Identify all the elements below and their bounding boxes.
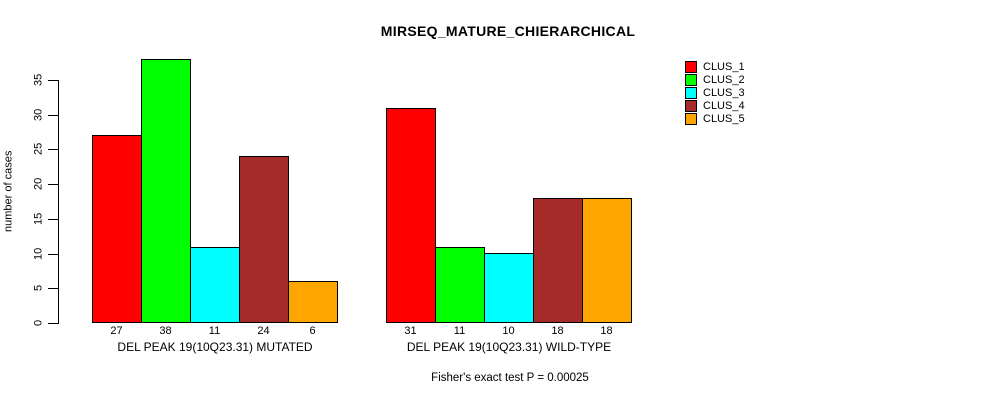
legend-item-clus_3: CLUS_3 <box>685 86 745 100</box>
chart-title: MIRSEQ_MATURE_CHIERARCHICAL <box>380 23 636 39</box>
y-axis-tick-label-15: 15 <box>32 212 45 226</box>
y-axis-line <box>58 80 59 324</box>
y-axis-tick-label-25: 25 <box>32 142 45 156</box>
legend-swatch-clus_1 <box>685 61 697 74</box>
bar-value-label-clus_1-group2: 31 <box>404 325 417 337</box>
legend-label-clus_1: CLUS_1 <box>703 61 745 74</box>
y-axis-tick-5 <box>48 288 58 289</box>
y-axis-tick-15 <box>48 219 58 220</box>
bar-value-label-clus_4-group2: 18 <box>551 325 564 337</box>
bar-clus_3-group1 <box>190 247 240 323</box>
legend-swatch-clus_2 <box>685 74 697 87</box>
legend-swatch-clus_5 <box>685 112 697 125</box>
y-axis-tick-label-0: 0 <box>32 319 45 327</box>
legend-swatch-clus_3 <box>685 86 697 99</box>
bar-value-label-clus_5-group1: 6 <box>309 325 316 337</box>
bar-value-label-clus_3-group2: 10 <box>502 325 515 337</box>
bar-value-label-clus_2-group2: 11 <box>453 325 466 337</box>
bar-clus_5-group1 <box>288 281 338 323</box>
legend-item-clus_5: CLUS_5 <box>685 112 745 125</box>
legend-item-clus_4: CLUS_4 <box>685 99 745 112</box>
x-axis-group-label-wild-type: DEL PEAK 19(10Q23.31) WILD-TYPE <box>406 340 612 354</box>
legend-label-clus_5: CLUS_5 <box>703 112 745 125</box>
bar-value-label-clus_5-group2: 18 <box>600 325 613 337</box>
legend-item-clus_1: CLUS_1 <box>685 61 745 74</box>
y-axis-tick-25 <box>48 149 58 150</box>
legend-label-clus_2: CLUS_2 <box>703 74 745 87</box>
y-axis-tick-10 <box>48 254 58 255</box>
legend-label-clus_3: CLUS_3 <box>703 86 745 99</box>
y-axis-tick-20 <box>48 184 58 185</box>
legend: CLUS_1 CLUS_2 CLUS_3 CLUS_4 CLUS_5 <box>685 61 745 125</box>
bar-clus_4-group1 <box>239 156 289 323</box>
y-axis-tick-label-20: 20 <box>32 177 45 191</box>
y-axis-tick-30 <box>48 115 58 116</box>
bar-value-label-clus_1-group1: 27 <box>110 325 123 337</box>
bar-clus_2-group2 <box>435 247 485 323</box>
y-axis-tick-label-10: 10 <box>32 247 45 261</box>
y-axis-tick-label-35: 35 <box>32 73 45 87</box>
y-axis-tick-label-30: 30 <box>32 108 45 122</box>
bar-value-label-clus_2-group1: 38 <box>159 325 172 337</box>
bar-clus_2-group1 <box>141 59 191 323</box>
x-axis-group-label-mutated: DEL PEAK 19(10Q23.31) MUTATED <box>117 340 313 354</box>
fisher-test-caption: Fisher's exact test P = 0.00025 <box>431 372 589 384</box>
legend-swatch-clus_4 <box>685 99 697 112</box>
y-axis-tick-label-5: 5 <box>32 284 45 292</box>
bar-clus_3-group2 <box>484 253 534 323</box>
bar-clus_1-group2 <box>386 108 436 323</box>
bar-clus_4-group2 <box>533 198 583 323</box>
bar-clus_1-group1 <box>92 135 142 323</box>
legend-label-clus_4: CLUS_4 <box>703 99 745 112</box>
bar-clus_5-group2 <box>582 198 632 323</box>
legend-item-clus_2: CLUS_2 <box>685 74 745 87</box>
y-axis-label: number of cases <box>2 150 15 233</box>
y-axis-tick-0 <box>48 323 58 324</box>
bar-value-label-clus_3-group1: 11 <box>208 325 221 337</box>
y-axis-tick-35 <box>48 80 58 81</box>
bar-value-label-clus_4-group1: 24 <box>257 325 270 337</box>
